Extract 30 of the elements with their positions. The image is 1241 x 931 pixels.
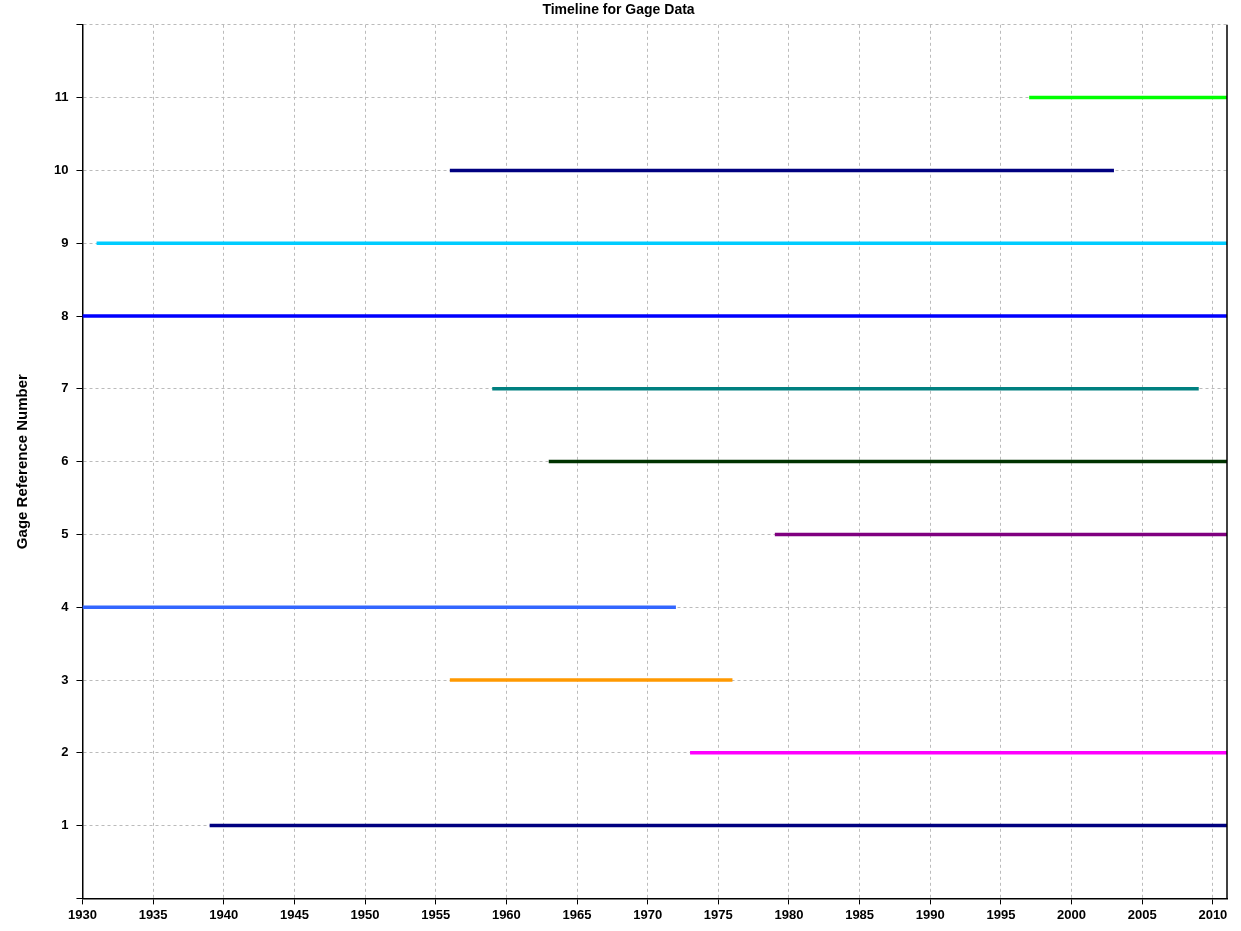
y-tick-label: 3: [61, 671, 69, 687]
x-tick-label: 1955: [421, 906, 451, 922]
x-tick-label: 1980: [774, 906, 804, 922]
y-tick-label: 11: [54, 89, 69, 105]
x-tick-label: 1935: [138, 906, 168, 922]
x-tick-label: 2005: [1127, 906, 1157, 922]
x-tick-label: 1960: [491, 906, 521, 922]
x-tick-label: 1940: [209, 906, 239, 922]
y-tick-label: 10: [53, 161, 69, 177]
x-tick-label: 1990: [915, 906, 945, 922]
y-axis-title: Gage Reference Number: [13, 373, 31, 550]
y-tick-label: 2: [61, 744, 69, 760]
y-tick-label: 5: [61, 525, 69, 541]
x-tick-label: 1970: [633, 906, 663, 922]
x-tick-label: 1985: [845, 906, 875, 922]
y-tick-label: 7: [61, 380, 69, 396]
x-tick-label: 1975: [703, 906, 733, 922]
x-tick-label: 1995: [986, 906, 1016, 922]
x-tick-label: 1950: [350, 906, 380, 922]
x-tick-label: 2010: [1198, 906, 1228, 922]
x-tick-label: 1945: [279, 906, 309, 922]
x-tick-label: 1965: [562, 906, 592, 922]
x-tick-label: 1930: [68, 906, 97, 922]
y-tick-label: 6: [61, 453, 69, 469]
y-tick-label: 1: [61, 817, 69, 833]
y-tick-label: 9: [61, 234, 69, 250]
x-tick-label: 2000: [1057, 906, 1087, 922]
y-tick-label: 8: [61, 307, 69, 323]
chart-title: Timeline for Gage Data: [542, 1, 695, 18]
y-tick-label: 4: [61, 598, 70, 614]
